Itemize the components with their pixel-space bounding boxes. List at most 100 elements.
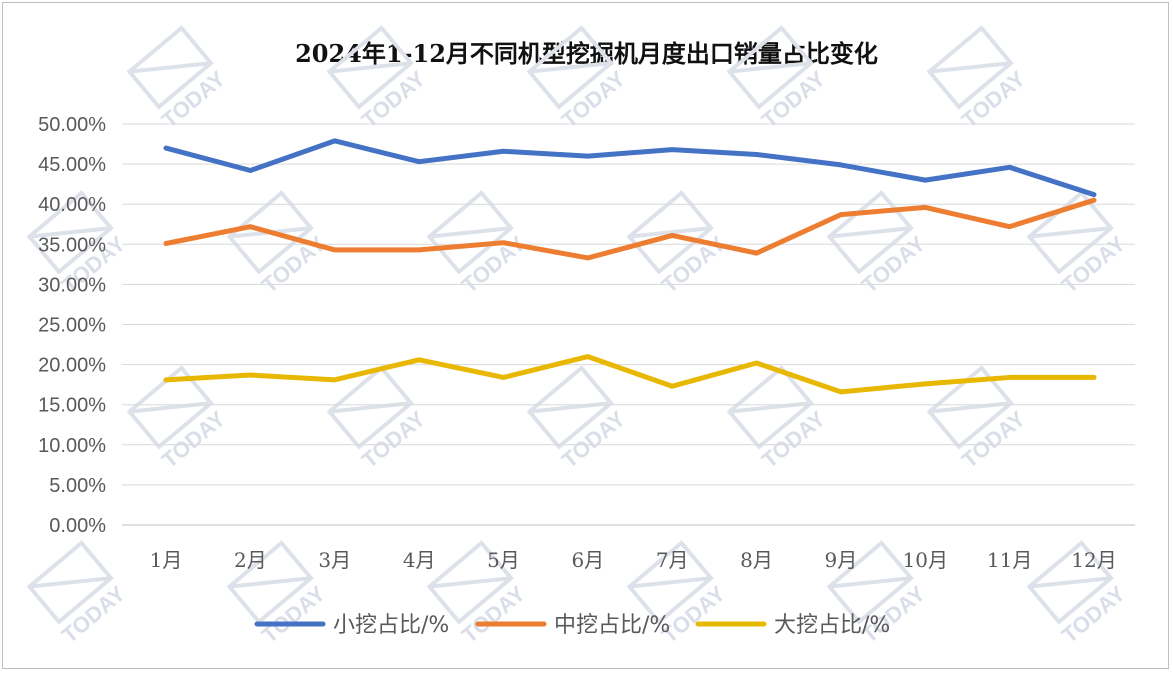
watermark-frame: [426, 190, 514, 275]
watermark-stamp: TODAY: [726, 25, 830, 133]
x-tick-label: 5月: [487, 548, 520, 572]
data-point: [248, 168, 253, 173]
data-point: [923, 205, 928, 210]
watermark-frame: [226, 540, 314, 625]
data-point: [164, 146, 168, 151]
data-point: [1092, 192, 1096, 197]
watermark-stamp: TODAY: [1026, 190, 1130, 298]
watermark-stroke: [29, 576, 112, 589]
y-tick-label: 35.00%: [38, 234, 106, 256]
x-tick-label: 10月: [903, 548, 948, 572]
watermark-stamp: TODAY: [126, 365, 230, 473]
data-point: [417, 159, 422, 164]
x-tick-label: 8月: [740, 548, 773, 572]
watermark-frame: [626, 190, 714, 275]
data-point: [585, 354, 590, 359]
watermark-stamp: TODAY: [926, 25, 1030, 133]
y-tick-label: 45.00%: [38, 154, 106, 176]
watermark-stroke: [29, 226, 112, 239]
watermark-stroke: [429, 226, 512, 239]
y-tick-label: 40.00%: [38, 194, 106, 216]
watermark-frame: [526, 365, 614, 450]
data-point: [164, 377, 168, 382]
data-point: [838, 162, 843, 167]
data-point: [164, 241, 168, 246]
legend: 小挖占比/% 中挖占比/% 大挖占比/%: [254, 613, 890, 638]
data-point: [923, 178, 928, 183]
x-axis-ticks: 1月 2月 3月 4月 5月 6月 7月 8月 9月 10月 11月 12月: [150, 548, 1117, 572]
watermark-stamp: TODAY: [326, 365, 430, 473]
data-point: [585, 154, 590, 159]
watermark-frame: [126, 25, 214, 110]
data-point: [670, 233, 675, 238]
x-tick-label: 4月: [403, 548, 436, 572]
watermark-frame: [226, 190, 314, 275]
x-tick-label: 11月: [987, 548, 1032, 572]
x-tick-label: 3月: [318, 548, 351, 572]
watermark-frame: [126, 365, 214, 450]
series-line: [163, 197, 1097, 261]
watermark-stroke: [1029, 226, 1112, 239]
data-point: [670, 147, 675, 152]
y-tick-label: 5.00%: [49, 475, 106, 497]
watermark-frame: [726, 365, 814, 450]
x-tick-label: 6月: [571, 548, 604, 572]
watermark-frame: [26, 540, 114, 625]
y-tick-label: 30.00%: [38, 274, 106, 296]
data-point: [754, 152, 759, 157]
data-point: [417, 357, 422, 362]
y-tick-label: 20.00%: [38, 355, 106, 377]
watermark-stroke: [829, 576, 912, 589]
y-tick-label: 0.00%: [49, 515, 106, 537]
watermark-stroke: [629, 226, 712, 239]
watermark-stroke: [829, 226, 912, 239]
data-point: [1007, 375, 1012, 380]
data-point: [1007, 165, 1012, 170]
legend-label: 大挖占比/%: [774, 613, 890, 638]
watermark-frame: [326, 25, 414, 110]
watermark-frame: [626, 540, 714, 625]
watermark-stamp: TODAY: [526, 365, 630, 473]
watermark-stamp: TODAY: [326, 25, 430, 133]
watermark-stroke: [729, 61, 812, 74]
y-tick-label: 50.00%: [38, 114, 106, 136]
y-tick-label: 10.00%: [38, 435, 106, 457]
data-point: [332, 138, 337, 143]
watermark-stroke: [129, 61, 212, 74]
data-point: [332, 247, 337, 252]
watermark-frame: [426, 540, 514, 625]
watermark-stroke: [329, 61, 412, 74]
watermark-stroke: [629, 576, 712, 589]
watermark-frame: [926, 25, 1014, 110]
watermark-frame: [526, 25, 614, 110]
watermark-frame: [926, 365, 1014, 450]
y-axis-ticks: 0.00% 5.00% 10.00% 15.00% 20.00% 25.00% 30.00%…: [38, 114, 106, 537]
data-point: [248, 224, 253, 229]
data-point: [332, 377, 337, 382]
watermark-stroke: [929, 61, 1012, 74]
watermark-stamp: TODAY: [526, 25, 630, 133]
x-tick-label: 2月: [234, 548, 267, 572]
watermark-stroke: [429, 576, 512, 589]
data-point: [1092, 198, 1096, 203]
data-point: [585, 255, 590, 260]
y-tick-label: 15.00%: [38, 395, 106, 417]
data-point: [417, 247, 422, 252]
legend-label: 中挖占比/%: [554, 613, 670, 638]
data-point: [501, 149, 506, 154]
series-lines: [163, 138, 1097, 395]
data-point: [754, 251, 759, 256]
watermark-stroke: [529, 61, 612, 74]
series-line: [163, 354, 1097, 395]
data-point: [754, 360, 759, 365]
watermark-stroke: [1029, 576, 1112, 589]
gridlines: [122, 123, 1135, 526]
series-line: [163, 138, 1097, 198]
x-tick-label: 9月: [825, 548, 858, 572]
legend-label: 小挖占比/%: [333, 613, 449, 638]
watermark-frame: [1026, 540, 1114, 625]
watermark-stamp: TODAY: [126, 25, 230, 133]
data-point: [501, 375, 506, 380]
watermark-frame: [826, 540, 914, 625]
